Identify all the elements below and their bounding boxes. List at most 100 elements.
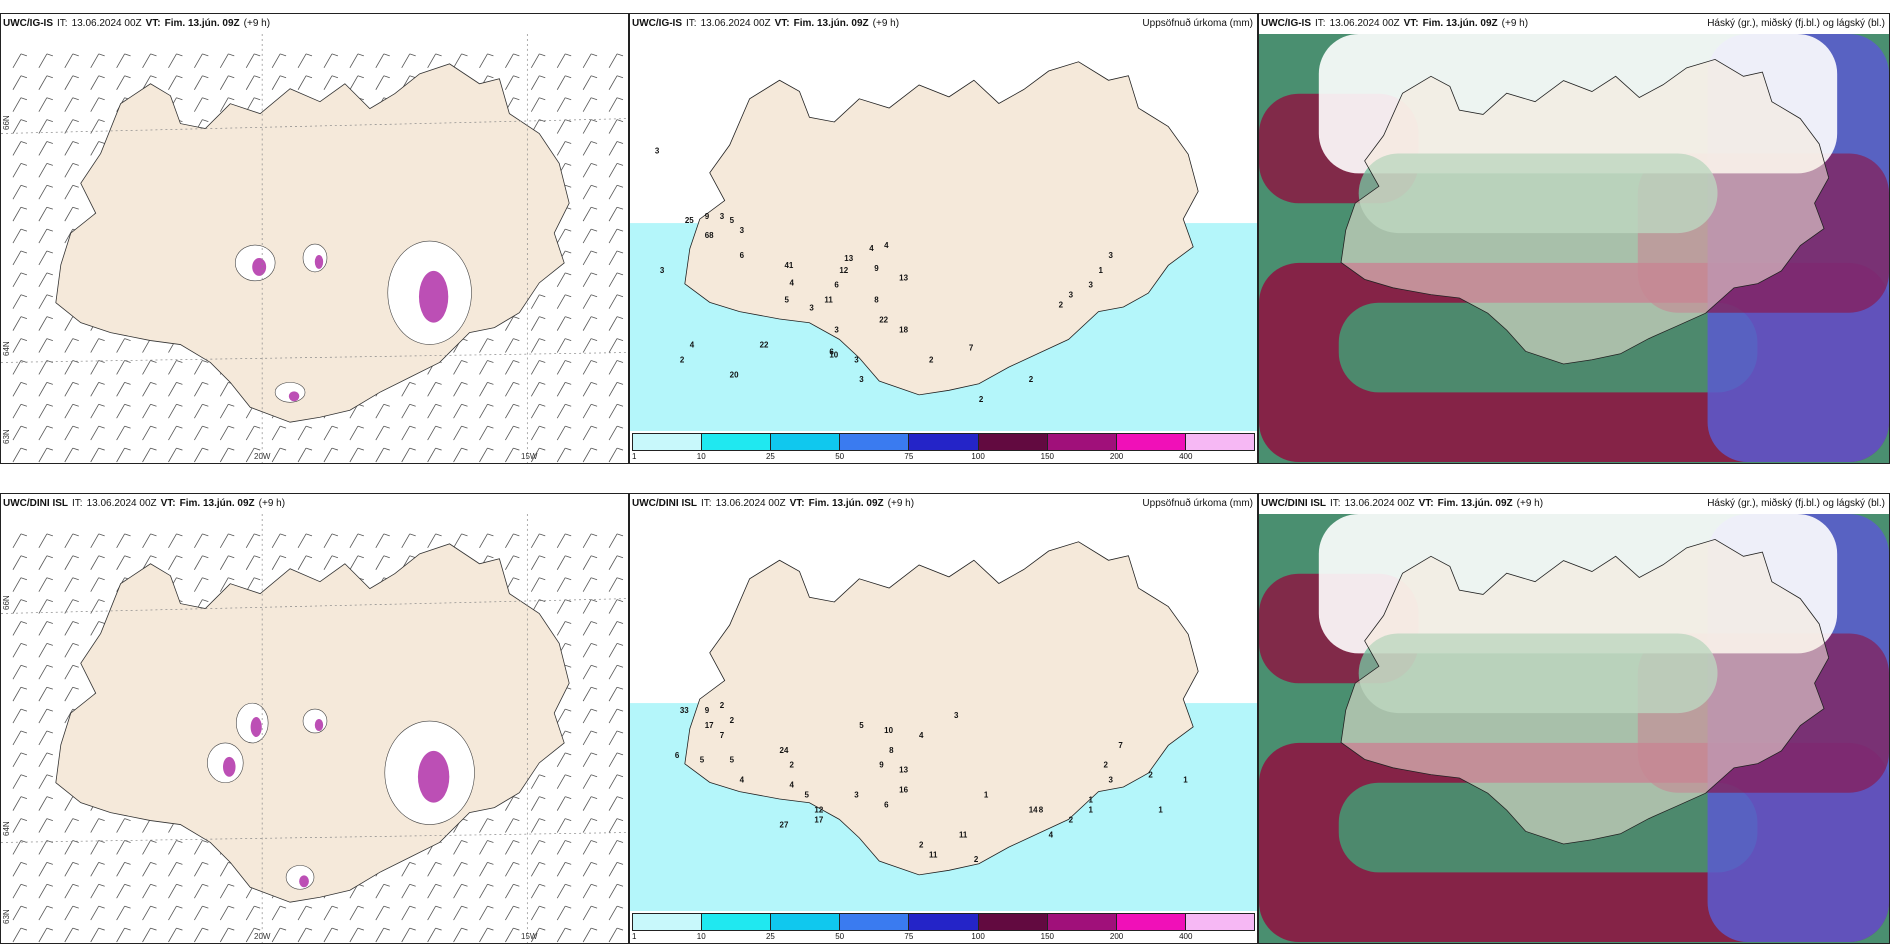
wind-barb — [608, 206, 618, 222]
wind-barb-flag — [72, 163, 79, 166]
wind-barb — [38, 840, 48, 855]
wind-barb-flag — [539, 861, 546, 865]
wind-barb — [453, 382, 462, 397]
precip-value: 12 — [814, 806, 823, 815]
wind-barb-flag — [565, 533, 572, 537]
precip-value: 3 — [809, 304, 814, 313]
precip-value: 2 — [974, 855, 979, 864]
wind-barb — [505, 862, 514, 877]
wind-barb-flag — [279, 53, 287, 57]
wind-barb — [64, 796, 74, 811]
wind-barb — [64, 447, 74, 463]
wind-barb-flag — [98, 381, 105, 385]
wind-barb — [582, 338, 592, 353]
wind-barb — [38, 884, 48, 899]
panel-ig-precip: UWC/IG-IS IT: 13.06.2024 00Z VT: Fim. 13… — [629, 13, 1258, 464]
wind-barb-flag — [46, 447, 53, 451]
wind-barb — [194, 533, 203, 549]
wind-barb — [64, 163, 74, 178]
wind-barb — [64, 708, 74, 724]
wind-barb-flag — [46, 338, 53, 341]
wind-barb — [116, 382, 125, 397]
wind-barb-flag — [357, 927, 364, 931]
wind-barb — [401, 884, 411, 899]
wind-barb — [38, 250, 48, 266]
wind-barb — [479, 533, 488, 549]
wind-barb-flag — [590, 206, 598, 210]
legend-swatch — [702, 914, 772, 930]
precip-value: 1 — [1089, 796, 1094, 805]
wind-barb-flag — [150, 905, 157, 909]
vt-label: VT: — [1403, 18, 1419, 29]
wind-barb-flag — [539, 360, 546, 363]
wind-barb-flag — [20, 75, 28, 79]
wind-barb-flag — [616, 316, 624, 320]
precip-value: 5 — [804, 791, 809, 800]
wind-barb-flag — [20, 250, 28, 254]
wind-barb-flag — [409, 927, 416, 931]
vt-value: Fim. 13.jún. 09Z — [1437, 498, 1513, 509]
wind-barb-flag — [513, 883, 520, 887]
wind-barb — [401, 533, 411, 549]
wind-barb-flag — [616, 250, 624, 254]
wind-barb — [505, 796, 514, 811]
wind-barb — [12, 97, 22, 112]
wind-barb-flag — [616, 53, 624, 57]
legend-swatch — [840, 434, 910, 450]
wind-barb — [116, 840, 125, 855]
wind-barb — [349, 425, 359, 441]
wind-barb-flag — [435, 425, 442, 429]
wind-barb-flag — [176, 840, 183, 843]
wind-barb — [38, 316, 48, 331]
wind-barb-flag — [513, 316, 520, 320]
wind-barb-flag — [590, 905, 598, 909]
wind-barb — [608, 97, 618, 112]
wind-barb-flag — [254, 53, 261, 57]
wind-barb — [582, 382, 592, 397]
wind-barb — [608, 708, 618, 724]
wind-barb-flag — [616, 381, 624, 385]
wind-barb-flag — [539, 533, 546, 537]
wind-barb — [12, 53, 22, 69]
wind-barb — [453, 53, 462, 69]
wind-barb — [168, 840, 177, 855]
wind-barb — [194, 425, 203, 441]
wind-barb-flag — [124, 555, 131, 559]
wind-barb-flag — [565, 360, 572, 363]
wind-barb — [12, 404, 22, 419]
wind-barb-flag — [513, 840, 520, 843]
wind-barb — [12, 686, 22, 702]
legend-label: 10 — [696, 452, 706, 461]
wind-barb-flag — [72, 883, 79, 887]
precip-value: 5 — [730, 756, 735, 765]
wind-barb-flag — [461, 425, 468, 429]
wind-barb — [64, 840, 74, 855]
wind-barb — [116, 447, 125, 463]
wind-barb-flag — [98, 599, 105, 602]
iceland-landmass — [684, 61, 1199, 396]
wind-barb — [12, 621, 22, 636]
wind-barb — [556, 621, 566, 636]
wind-barb — [116, 862, 125, 877]
wind-barb — [38, 643, 48, 658]
precip-value: 6 — [675, 751, 680, 760]
wind-barb — [116, 75, 125, 90]
precip-map: 3 25 9 3 5 3 68 6 3 41 4 5 11 3 13 12 6 4 4 9 13 8 22 3 10 2 4 20 22… — [630, 34, 1257, 431]
wind-barb-flag — [487, 381, 494, 385]
wind-barb — [194, 382, 203, 397]
panel-header: UWC/DINI ISL IT: 13.06.2024 00Z VT: Fim.… — [632, 496, 1253, 512]
wind-barb-flag — [539, 403, 546, 407]
wind-barb-flag — [46, 403, 53, 407]
legend-label: 200 — [1109, 452, 1124, 461]
wind-barb-flag — [539, 883, 546, 887]
wind-barb-flag — [409, 403, 416, 407]
wind-barb — [142, 425, 151, 441]
wind-barb — [38, 927, 48, 943]
wind-barb — [90, 621, 100, 636]
wind-barb-flag — [590, 840, 598, 843]
wind-barb — [556, 294, 566, 309]
legend-swatch — [1116, 914, 1186, 930]
wind-barb-flag — [20, 643, 28, 646]
wind-barb — [90, 862, 100, 877]
wind-barb-flag — [46, 316, 53, 320]
